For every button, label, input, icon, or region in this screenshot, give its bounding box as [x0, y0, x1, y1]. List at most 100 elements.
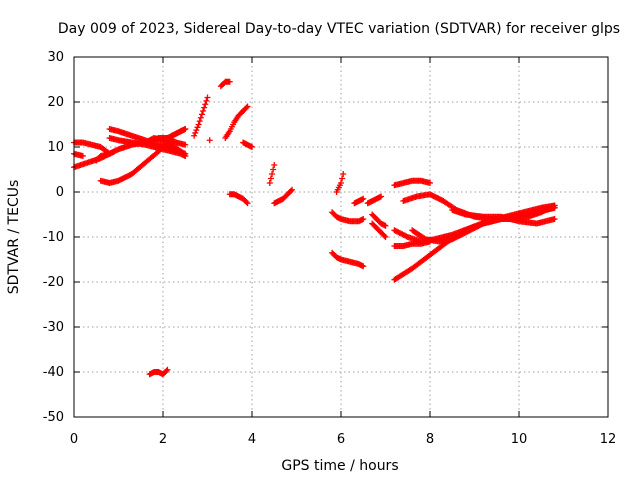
- series-track-23: [364, 193, 385, 207]
- series-track-13: [222, 103, 251, 141]
- data-point: [382, 222, 389, 229]
- data-point: [270, 166, 277, 173]
- y-tick-label: 20: [47, 95, 64, 110]
- y-tick-label: -40: [43, 365, 64, 380]
- x-tick-label: 12: [600, 432, 617, 447]
- data-points: [71, 78, 558, 378]
- y-tick-label: 10: [47, 140, 64, 155]
- data-point: [243, 104, 250, 111]
- series-track-3: [71, 150, 86, 159]
- data-point: [243, 199, 250, 206]
- data-point: [381, 232, 388, 239]
- data-point: [338, 180, 344, 186]
- series-track-12: [217, 78, 233, 90]
- data-point: [204, 94, 211, 101]
- data-point: [551, 216, 558, 222]
- data-point: [163, 367, 170, 374]
- data-point: [244, 103, 251, 110]
- series-track-11: [206, 137, 213, 144]
- data-point: [244, 200, 251, 207]
- data-point: [289, 186, 296, 193]
- data-point: [197, 114, 204, 121]
- series-track-22: [351, 195, 367, 207]
- data-point: [269, 171, 276, 177]
- axis-ticks: [73, 56, 609, 418]
- data-point: [200, 108, 207, 114]
- x-tick-label: 10: [511, 432, 528, 447]
- data-point: [202, 101, 209, 108]
- plot-frame: [73, 56, 609, 418]
- series-track-4: [93, 148, 118, 164]
- data-point: [201, 104, 208, 111]
- chart-title: Day 009 of 2023, Sidereal Day-to-day VTE…: [58, 21, 620, 37]
- data-point: [340, 171, 347, 177]
- data-point: [392, 227, 399, 234]
- data-point: [198, 111, 205, 118]
- data-point: [206, 137, 213, 144]
- data-point: [195, 121, 202, 128]
- data-point: [378, 193, 385, 200]
- series-track-17: [271, 186, 296, 207]
- grid-lines: [74, 57, 608, 417]
- x-tick-label: 8: [426, 432, 434, 447]
- data-point: [360, 195, 367, 202]
- data-point: [287, 187, 294, 194]
- series-track-9: [160, 126, 189, 144]
- data-point: [267, 175, 274, 182]
- data-point: [360, 216, 367, 222]
- data-point: [196, 118, 203, 125]
- y-tick-label: 30: [47, 50, 64, 65]
- y-tick-labels: -50 -40 -30 -20 -10 0 10 20 30: [43, 50, 64, 425]
- y-axis-label: SDTVAR / TECUs: [6, 180, 22, 295]
- data-point: [194, 124, 201, 131]
- data-point: [181, 151, 188, 158]
- data-point: [191, 132, 198, 139]
- x-tick-label: 2: [159, 432, 167, 447]
- data-point: [427, 180, 433, 186]
- data-point: [339, 175, 346, 182]
- data-point: [182, 126, 189, 132]
- series-track-26: [391, 177, 433, 189]
- data-point: [79, 153, 86, 159]
- data-point: [551, 204, 558, 211]
- series-track-15: [226, 191, 251, 207]
- data-point: [249, 144, 255, 150]
- y-tick-label: -50: [43, 410, 64, 425]
- series-track-21: [329, 249, 367, 270]
- data-point: [182, 153, 189, 159]
- y-tick-label: 0: [56, 185, 64, 200]
- x-axis-label: GPS time / hours: [281, 458, 398, 474]
- data-point: [271, 162, 278, 168]
- data-point: [192, 129, 199, 136]
- data-point: [193, 127, 200, 134]
- x-tick-label: 4: [248, 432, 256, 447]
- y-tick-label: -10: [43, 230, 64, 245]
- series-track-19: [333, 171, 347, 195]
- series-track-24: [369, 220, 389, 240]
- x-tick-labels: 0 2 4 6 8 10 12: [70, 432, 616, 447]
- x-tick-label: 0: [70, 432, 78, 447]
- data-point: [203, 97, 210, 104]
- series-track-8: [142, 135, 189, 159]
- data-point: [403, 233, 410, 240]
- series-track-20: [329, 209, 367, 225]
- data-point: [399, 231, 406, 238]
- x-tick-label: 6: [337, 432, 345, 447]
- data-point: [164, 366, 171, 373]
- data-point: [360, 263, 367, 270]
- data-point: [382, 234, 389, 240]
- series-track-14: [240, 139, 255, 150]
- series-track-10: [191, 94, 211, 139]
- series-track-16: [266, 162, 278, 186]
- series-track-2: [71, 139, 113, 157]
- data-point: [226, 78, 233, 85]
- series-track-32: [449, 207, 558, 227]
- series-track-18: [146, 366, 171, 378]
- series-track-25: [369, 211, 389, 229]
- data-point: [182, 141, 189, 148]
- data-point: [400, 231, 407, 238]
- data-point: [111, 148, 118, 155]
- y-tick-label: -20: [43, 275, 64, 290]
